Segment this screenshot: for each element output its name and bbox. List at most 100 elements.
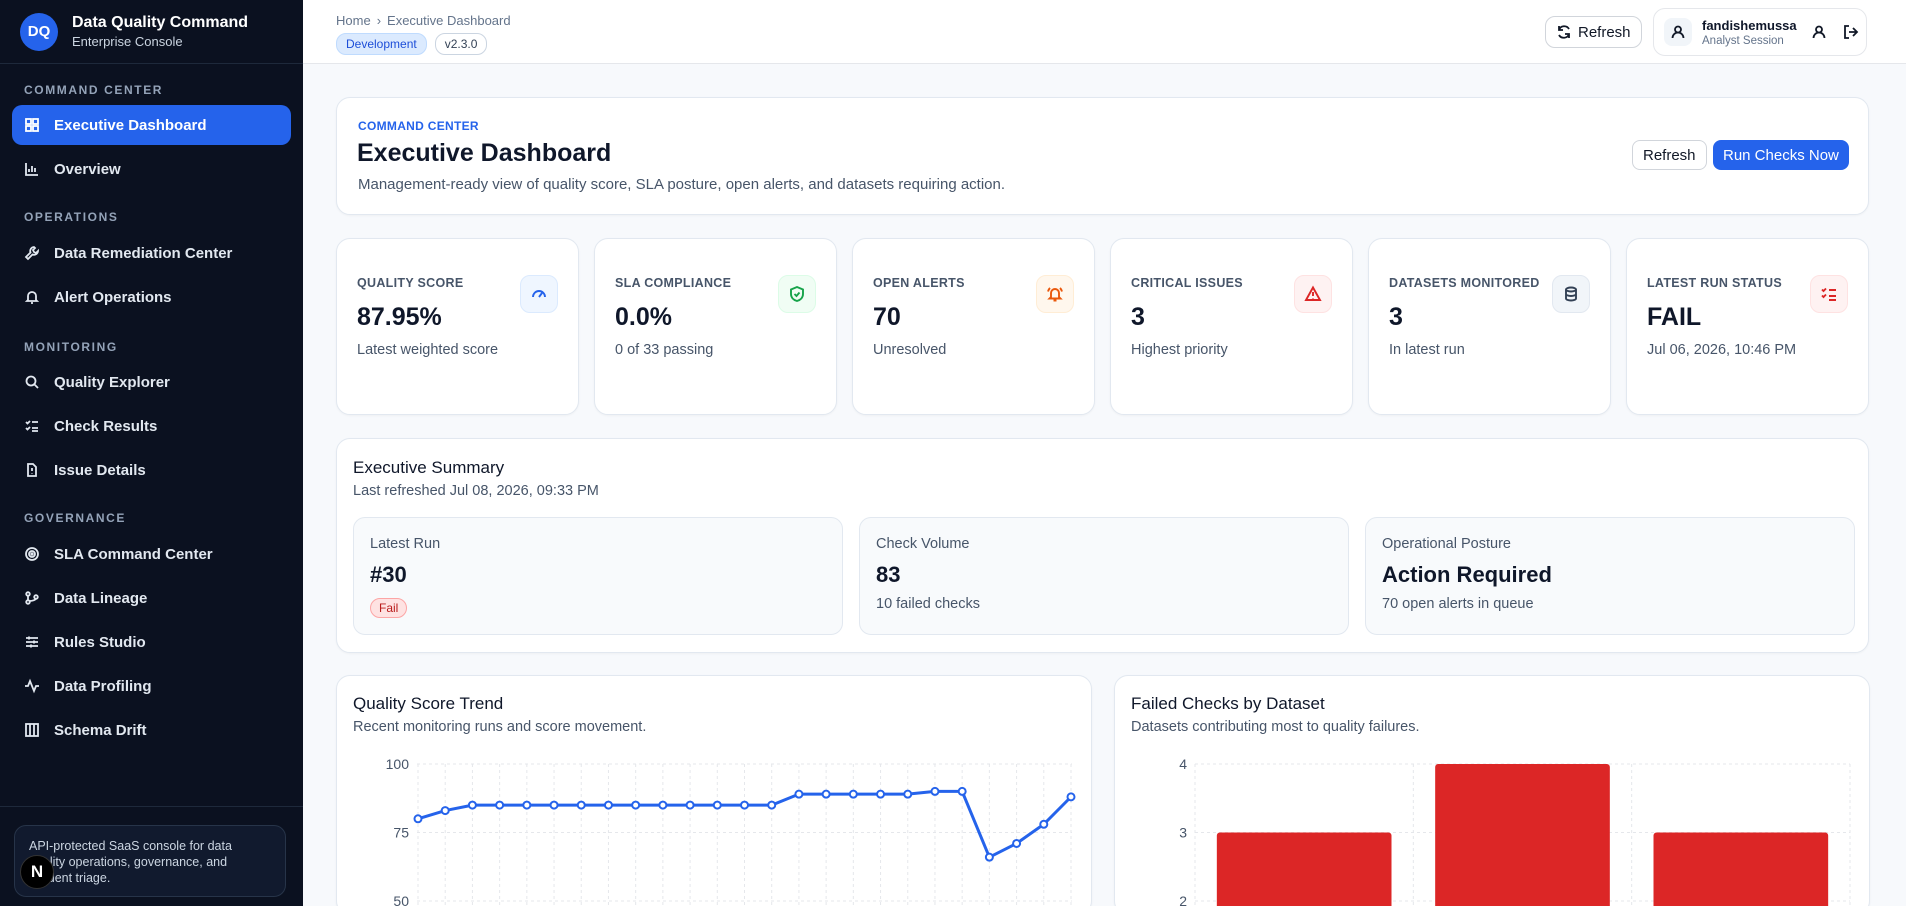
status-badge: Fail — [370, 598, 408, 618]
bell-ring-icon — [1036, 275, 1074, 313]
list-check-icon — [24, 418, 40, 434]
page-description: Management-ready view of quality score, … — [358, 176, 1006, 193]
sidebar-item-label: Overview — [54, 160, 121, 178]
data-point — [712, 800, 722, 810]
user-name: fandishemussa — [1702, 17, 1797, 33]
wrench-icon — [24, 245, 40, 261]
kpi-value: 70 — [873, 303, 901, 331]
data-point — [549, 800, 559, 810]
sidebar-item-executive-dashboard[interactable]: Executive Dashboard — [12, 105, 291, 145]
summary-latest-run: Latest Run #30 Fail — [353, 517, 843, 635]
sidebar-item-quality-explorer[interactable]: Quality Explorer — [12, 362, 291, 402]
summary-card-subtext: 70 open alerts in queue — [1382, 596, 1534, 612]
kpi-subtext: Highest priority — [1131, 342, 1228, 358]
data-point — [413, 814, 423, 824]
sidebar-item-label: Issue Details — [54, 461, 146, 479]
kpi-label: SLA COMPLIANCE — [615, 276, 732, 290]
user-menu[interactable]: fandishemussa Analyst Session — [1653, 8, 1867, 56]
topbar-refresh-button[interactable]: Refresh — [1545, 16, 1642, 48]
sidebar-footer: API-protected SaaS console for data qual… — [0, 806, 303, 906]
avatar — [1664, 18, 1692, 46]
kpi-subtext: 0 of 33 passing — [615, 342, 714, 358]
summary-card-label: Operational Posture — [1382, 536, 1511, 552]
sidebar-footer-note: API-protected SaaS console for data qual… — [14, 825, 286, 897]
data-point — [957, 786, 967, 796]
summary-card-subtext: 10 failed checks — [876, 596, 980, 612]
bar — [1653, 832, 1829, 906]
failed-checks-card: Failed Checks by Dataset Datasets contri… — [1114, 675, 1870, 906]
refresh-button[interactable]: Refresh — [1632, 140, 1707, 170]
y-tick-label: 2 — [1179, 893, 1187, 906]
data-point — [984, 852, 994, 862]
grid-icon — [24, 117, 40, 133]
sidebar-item-data-remediation-center[interactable]: Data Remediation Center — [12, 233, 291, 273]
file-alert-icon — [24, 462, 40, 478]
profile-icon[interactable] — [1811, 24, 1827, 40]
failed-checks-chart: 4 3 2 — [1179, 756, 1851, 906]
kpi-sla-compliance: SLA COMPLIANCE 0.0% 0 of 33 passing — [594, 238, 837, 415]
kpi-label: LATEST RUN STATUS — [1647, 276, 1782, 290]
summary-check-volume: Check Volume 83 10 failed checks — [859, 517, 1349, 635]
sidebar-item-label: SLA Command Center — [54, 545, 213, 563]
columns-icon — [24, 722, 40, 738]
sidebar-item-data-lineage[interactable]: Data Lineage — [12, 578, 291, 618]
sidebar-item-label: Schema Drift — [54, 721, 147, 739]
kpi-latest-run-status: LATEST RUN STATUS FAIL Jul 06, 2026, 10:… — [1626, 238, 1869, 415]
summary-refreshed: Last refreshed Jul 08, 2026, 09:33 PM — [353, 483, 599, 499]
kpi-value: 87.95% — [357, 303, 442, 331]
section-operations: OPERATIONS — [24, 210, 119, 224]
kpi-label: QUALITY SCORE — [357, 276, 464, 290]
kpi-quality-score: QUALITY SCORE 87.95% Latest weighted sco… — [336, 238, 579, 415]
run-checks-button[interactable]: Run Checks Now — [1713, 140, 1849, 170]
sidebar-item-issue-details[interactable]: Issue Details — [12, 450, 291, 490]
summary-title: Executive Summary — [353, 458, 505, 477]
brand[interactable]: DQ Data Quality Command Enterprise Conso… — [0, 0, 303, 64]
database-icon — [1552, 275, 1590, 313]
kpi-label: DATASETS MONITORED — [1389, 276, 1540, 290]
kpi-subtext: Latest weighted score — [357, 342, 499, 358]
data-point — [495, 800, 505, 810]
kpi-subtext: In latest run — [1389, 342, 1465, 358]
gauge-icon — [520, 275, 558, 313]
sidebar-item-schema-drift[interactable]: Schema Drift — [12, 710, 291, 750]
data-point — [440, 806, 450, 816]
alert-triangle-icon — [1294, 275, 1332, 313]
data-point — [740, 800, 749, 810]
search-icon — [24, 374, 40, 390]
page-kicker: COMMAND CENTER — [358, 119, 479, 133]
refresh-label: Refresh — [1578, 23, 1631, 41]
kpi-datasets-monitored: DATASETS MONITORED 3 In latest run — [1368, 238, 1611, 415]
y-tick-label: 100 — [386, 756, 410, 772]
summary-card-value: 83 — [876, 562, 901, 587]
sidebar-item-sla-command-center[interactable]: SLA Command Center — [12, 534, 291, 574]
sidebar-item-label: Check Results — [54, 417, 158, 435]
bell-icon — [24, 289, 40, 305]
summary-card-value: Action Required — [1382, 562, 1552, 587]
version-badge: v2.3.0 — [434, 33, 488, 55]
breadcrumb-separator: › — [376, 13, 382, 28]
logout-icon[interactable] — [1843, 24, 1859, 40]
kpi-critical-issues: CRITICAL ISSUES 3 Highest priority — [1110, 238, 1353, 415]
kpi-value: 3 — [1131, 303, 1145, 331]
breadcrumb-current: Executive Dashboard — [387, 13, 511, 28]
bar — [1435, 764, 1610, 906]
sidebar-item-overview[interactable]: Overview — [12, 149, 291, 189]
data-point — [522, 800, 532, 810]
data-point — [1066, 792, 1076, 802]
sidebar-item-label: Rules Studio — [54, 633, 146, 651]
sidebar-item-data-profiling[interactable]: Data Profiling — [12, 666, 291, 706]
refresh-icon — [1556, 24, 1572, 40]
page-title: Executive Dashboard — [357, 139, 612, 167]
summary-card-value: #30 — [370, 562, 407, 587]
sidebar-item-rules-studio[interactable]: Rules Studio — [12, 622, 291, 662]
n-badge[interactable]: N — [20, 855, 54, 889]
sidebar-item-alert-operations[interactable]: Alert Operations — [12, 277, 291, 317]
data-point — [1012, 838, 1022, 848]
y-tick-label: 75 — [393, 825, 409, 841]
breadcrumb-home[interactable]: Home — [336, 13, 371, 28]
bar-chart-icon — [24, 161, 40, 177]
sidebar-item-check-results[interactable]: Check Results — [12, 406, 291, 446]
bar — [1216, 832, 1392, 906]
chart-subtitle: Recent monitoring runs and score movemen… — [353, 719, 647, 735]
data-point — [631, 800, 641, 810]
